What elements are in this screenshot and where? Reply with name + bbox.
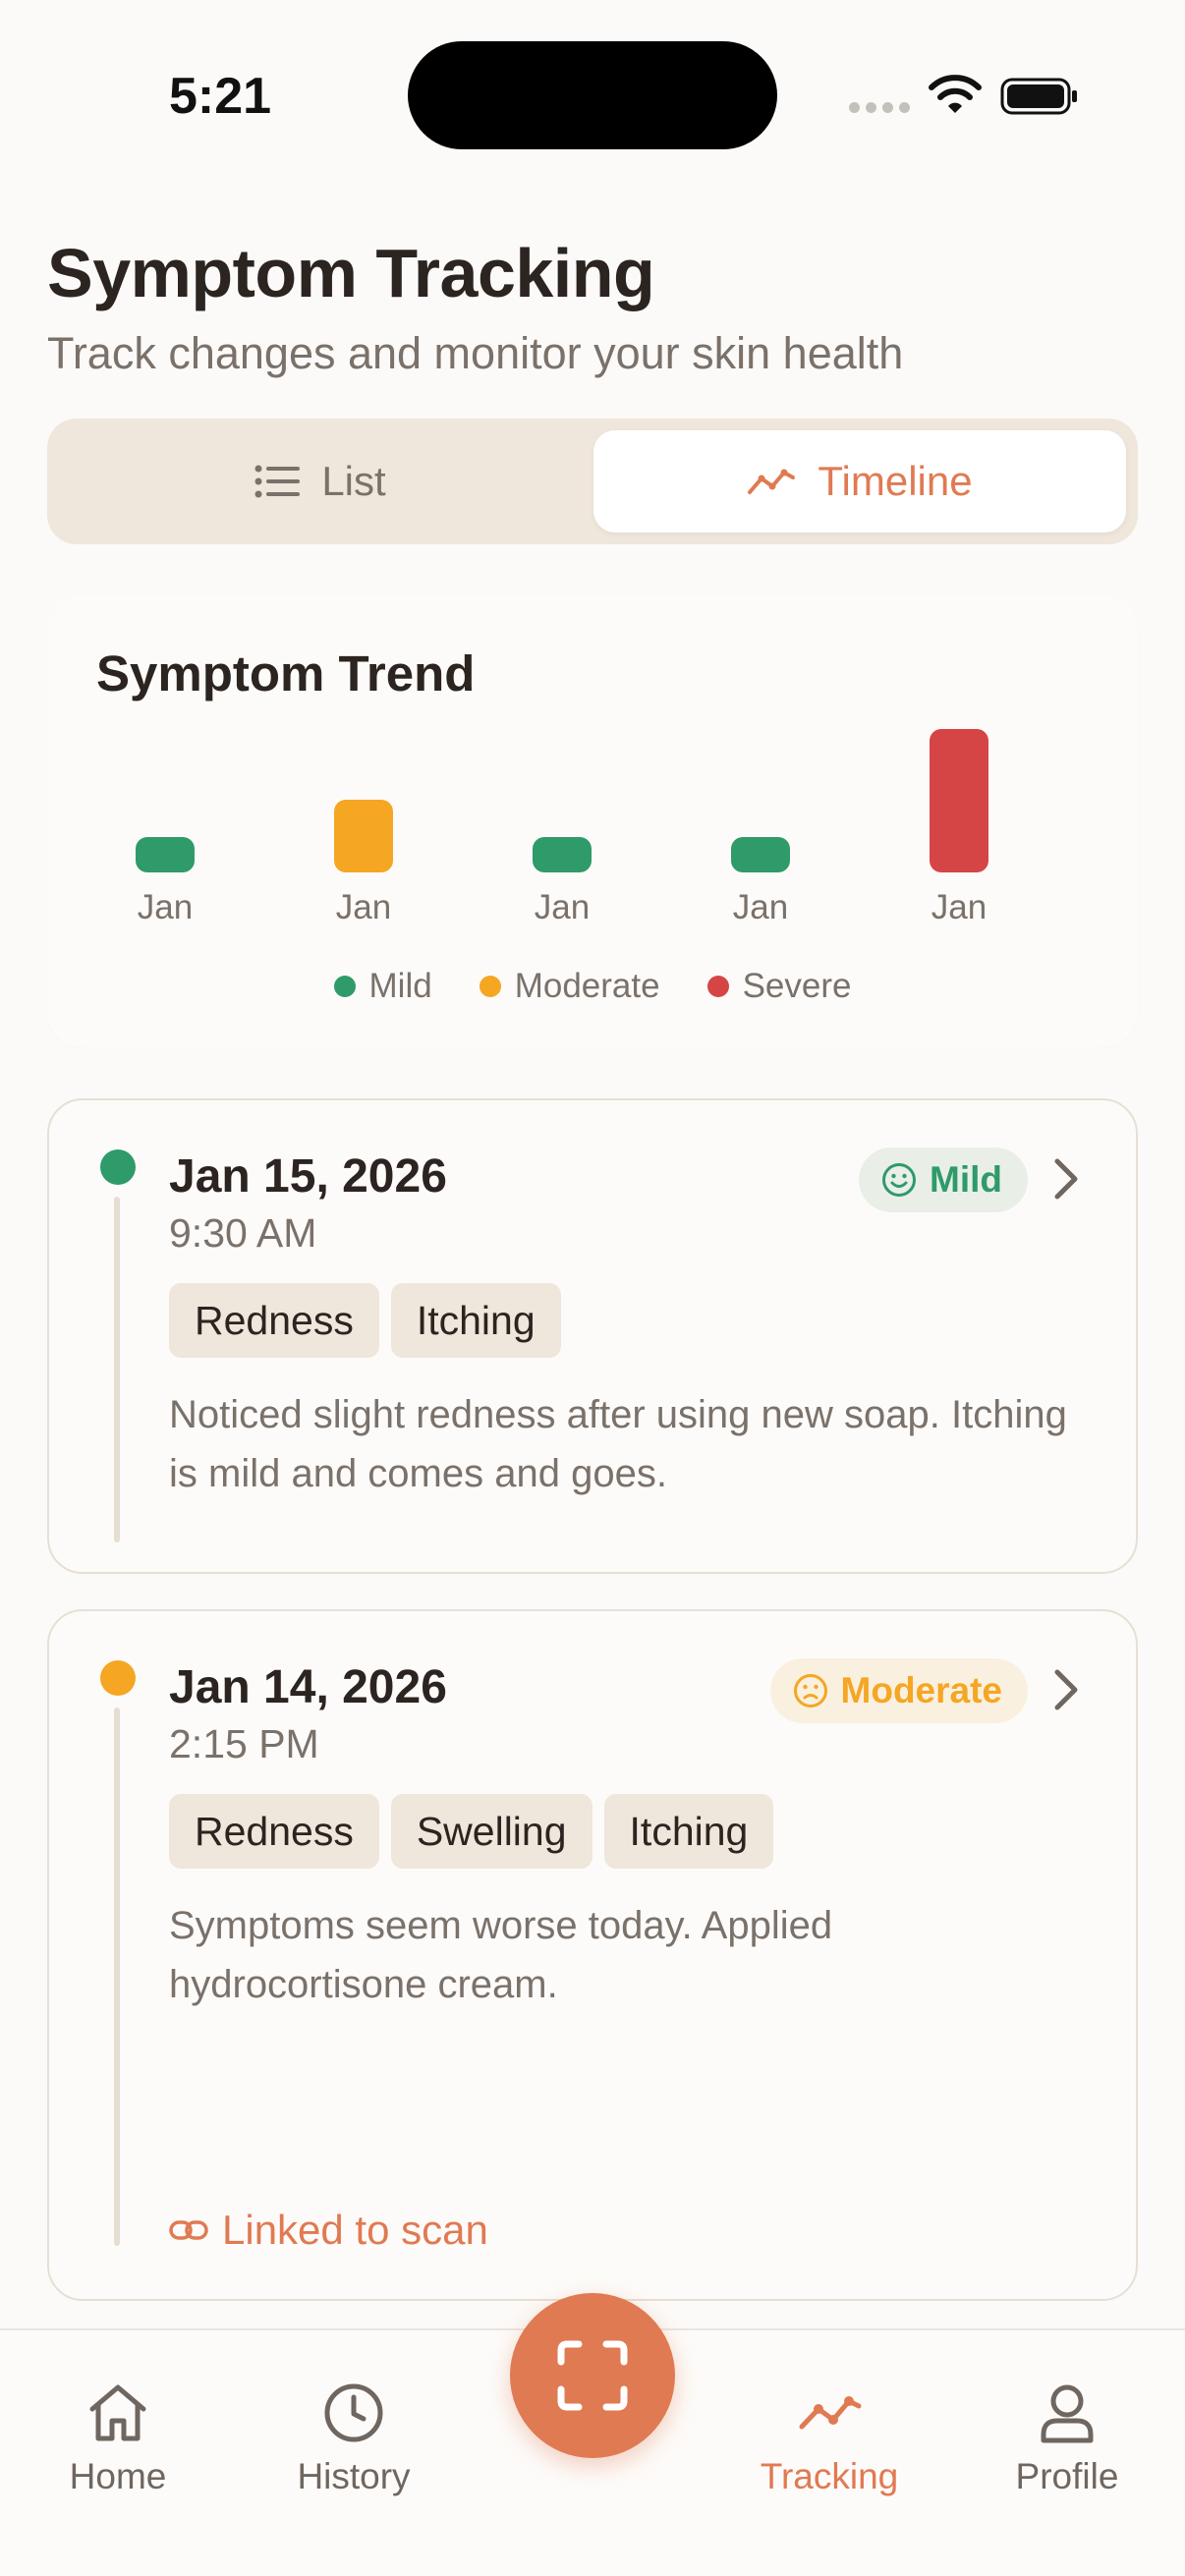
- trend-bar-label: Jan: [335, 888, 392, 926]
- timeline-view-label: Timeline: [818, 458, 973, 504]
- symptom-tag: Redness: [169, 1794, 379, 1869]
- trend-bar: [136, 837, 195, 872]
- symptom-tags: Redness Swelling Itching: [169, 1794, 774, 1869]
- frown-icon: [793, 1674, 827, 1708]
- cellular-icon: [849, 102, 910, 113]
- linked-to-scan-label: Linked to scan: [222, 2207, 488, 2253]
- view-toggle: List Timeline: [47, 419, 1138, 544]
- legend-label-severe: Severe: [742, 967, 852, 1005]
- timeline-line: [114, 1708, 120, 2246]
- page-title: Symptom Tracking: [47, 235, 655, 311]
- severity-dot: [100, 1149, 136, 1185]
- legend-item-moderate: Moderate: [479, 967, 660, 1006]
- trend-legend: Mild Moderate Severe: [47, 967, 1138, 1006]
- entry-note: Symptoms seem worse today. Applied hydro…: [169, 1904, 833, 2006]
- legend-item-mild: Mild: [333, 967, 432, 1006]
- tab-profile-label: Profile: [1015, 2456, 1119, 2496]
- scan-frame-icon: [557, 2340, 628, 2411]
- status-time: 5:21: [169, 68, 272, 125]
- list-view-button[interactable]: List: [57, 430, 584, 532]
- legend-dot-severe: [706, 976, 729, 997]
- tab-tracking[interactable]: Tracking: [731, 2378, 928, 2497]
- entry-time: 2:15 PM: [169, 1721, 319, 1766]
- trend-bar-label: Jan: [137, 888, 194, 926]
- chevron-right-icon[interactable]: [1051, 1153, 1081, 1204]
- linked-to-scan-link[interactable]: Linked to scan: [169, 2207, 488, 2254]
- tab-history-label: History: [297, 2456, 411, 2496]
- symptom-tags: Redness Itching: [169, 1283, 561, 1358]
- legend-dot-mild: [333, 976, 356, 997]
- entry-date: Jan 15, 2026: [169, 1150, 447, 1203]
- entry-date: Jan 14, 2026: [169, 1661, 447, 1713]
- legend-label-mild: Mild: [368, 967, 432, 1005]
- trend-bar-label: Jan: [732, 888, 789, 926]
- chevron-right-icon[interactable]: [1051, 1664, 1081, 1715]
- tab-history[interactable]: History: [255, 2378, 452, 2497]
- tab-home-label: Home: [69, 2456, 167, 2496]
- symptom-tag: Itching: [603, 1794, 774, 1869]
- trend-bar: [334, 800, 393, 872]
- clock-icon: [324, 2383, 383, 2442]
- symptom-tag: Itching: [390, 1283, 561, 1358]
- wifi-icon: [929, 75, 982, 113]
- symptom-entry-card[interactable]: Jan 14, 2026 2:15 PM Moderate Redness Sw…: [47, 1609, 1138, 2301]
- trend-line-icon: [799, 2396, 862, 2430]
- timeline-line: [114, 1197, 120, 1542]
- severity-label: Mild: [930, 1159, 1002, 1200]
- home-icon: [89, 2384, 146, 2441]
- list-view-label: List: [321, 458, 386, 504]
- user-icon: [1041, 2384, 1094, 2443]
- tab-home[interactable]: Home: [20, 2378, 216, 2497]
- severity-dot: [100, 1660, 136, 1696]
- trend-bar: [731, 837, 790, 872]
- trend-bar: [930, 728, 988, 872]
- severity-label: Moderate: [840, 1670, 1002, 1710]
- timeline-view-button[interactable]: Timeline: [593, 430, 1126, 532]
- symptom-tag: Swelling: [390, 1794, 592, 1869]
- symptom-entry-card[interactable]: Jan 15, 2026 9:30 AM Mild Redness Itchin…: [47, 1098, 1138, 1574]
- legend-item-severe: Severe: [706, 967, 852, 1006]
- entry-note: Noticed slight redness after using new s…: [169, 1393, 1067, 1495]
- legend-label-moderate: Moderate: [514, 967, 660, 1005]
- smile-icon: [882, 1163, 917, 1197]
- battery-icon: [1000, 78, 1077, 115]
- trend-bar-label: Jan: [931, 888, 988, 926]
- link-icon: [169, 2220, 208, 2240]
- entry-time: 9:30 AM: [169, 1210, 317, 1256]
- legend-dot-moderate: [479, 976, 501, 997]
- severity-badge: Moderate: [769, 1658, 1028, 1723]
- tab-profile[interactable]: Profile: [969, 2378, 1165, 2497]
- symptom-tag: Redness: [169, 1283, 379, 1358]
- severity-badge: Mild: [859, 1148, 1028, 1212]
- trend-title: Symptom Trend: [96, 645, 476, 701]
- trend-bar: [533, 837, 592, 872]
- dynamic-island: [408, 41, 777, 149]
- scan-button[interactable]: [510, 2293, 675, 2458]
- trend-bar-label: Jan: [534, 888, 591, 926]
- page-subtitle: Track changes and monitor your skin heal…: [47, 328, 904, 378]
- tab-tracking-label: Tracking: [760, 2456, 899, 2496]
- list-icon: [254, 465, 301, 498]
- symptom-trend-card: Symptom Trend Jan Jan Jan Jan Jan Mild Moder…: [47, 595, 1138, 1047]
- trend-line-icon: [748, 469, 796, 494]
